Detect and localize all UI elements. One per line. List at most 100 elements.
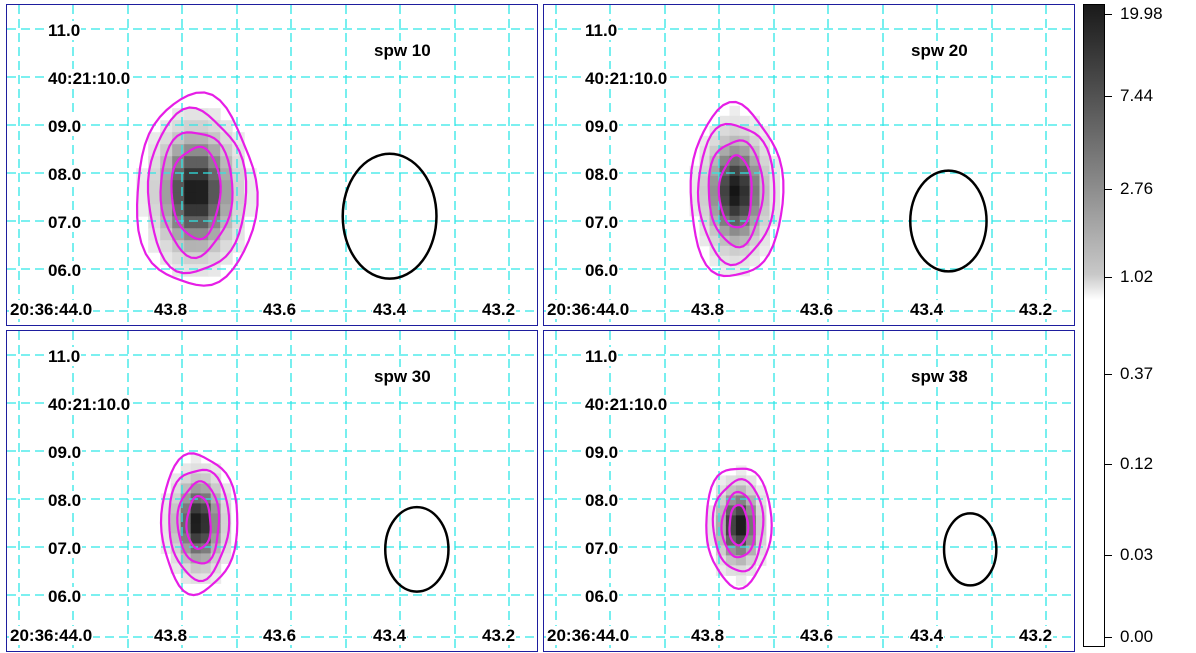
colorbar-tick-label: 7.44 — [1120, 86, 1154, 105]
image-pixel — [729, 185, 740, 197]
ra-tick-label: 43.8 — [153, 300, 189, 319]
image-pixel — [190, 523, 202, 534]
image-pixel — [184, 204, 197, 217]
image-pixel — [759, 205, 770, 217]
image-pixel — [180, 503, 192, 514]
image-pixel — [735, 485, 747, 496]
image-pixel — [739, 115, 750, 127]
contour-level-3 — [159, 131, 234, 260]
image-pixel — [739, 235, 750, 247]
dec-tick-label: 11.0 — [584, 347, 619, 366]
image-pixel — [232, 204, 245, 217]
image-pixel — [735, 505, 747, 516]
dec-tick-label: 07.0 — [47, 213, 83, 232]
colorbar-tick — [1104, 96, 1112, 97]
image-pixel — [220, 513, 232, 524]
image-pixel — [729, 105, 740, 117]
dec-tick-label: 11.0 — [47, 21, 82, 40]
image-pixel — [719, 265, 730, 277]
image-pixel — [759, 195, 770, 207]
ra-tick-label: 43.6 — [799, 626, 835, 645]
image-pixel — [196, 252, 209, 265]
image-pixel — [709, 225, 720, 237]
image-pixel — [689, 175, 700, 187]
image-pixel — [180, 483, 192, 494]
image-pixel — [689, 195, 700, 207]
image-pixel — [725, 565, 737, 576]
image-pixel — [170, 503, 182, 514]
image-pixel — [729, 155, 740, 167]
image-pixel — [749, 235, 760, 247]
image-pixel — [749, 175, 760, 187]
dec-tick-label: 40:21:10.0 — [47, 69, 132, 88]
image-pixel — [160, 180, 173, 193]
colorbar-tick-label: 2.76 — [1120, 179, 1154, 198]
contour-level-3 — [720, 490, 756, 559]
ra-tick-label: 43.4 — [372, 626, 408, 645]
image-pixel — [719, 175, 730, 187]
image-pixel — [729, 125, 740, 137]
ra-tick-label: 43.2 — [1018, 626, 1054, 645]
ra-tick-label: 43.8 — [690, 300, 726, 319]
image-pixel — [725, 525, 737, 536]
dec-tick-label: 06.0 — [47, 261, 83, 280]
dec-tick-label: 08.0 — [584, 165, 620, 184]
image-pixel — [190, 573, 202, 584]
image-pixel — [220, 120, 233, 133]
image-pixel — [160, 240, 173, 253]
panel-title: spw 20 — [909, 41, 970, 60]
image-pixel — [739, 205, 750, 217]
image-pixel — [208, 264, 221, 277]
image-pixel — [699, 175, 710, 187]
channel-panel-spw-30: spw 30 11.0 40:21:10.0 09.0 08.0 07.0 06.0 20:… — [6, 330, 538, 652]
colorbar-tick — [1104, 555, 1112, 556]
panel-plot — [544, 5, 1074, 325]
image-pixel — [729, 195, 740, 207]
dec-tick-label: 08.0 — [47, 491, 83, 510]
image-pixel — [200, 543, 212, 554]
ra-tick-label: 43.6 — [799, 300, 835, 319]
image-pixel — [709, 135, 720, 147]
image-pixel — [170, 563, 182, 574]
image-pixel — [749, 155, 760, 167]
image-pixel — [749, 115, 760, 127]
image-pixel — [715, 475, 727, 486]
image-pixel — [715, 505, 727, 516]
image-pixel — [220, 483, 232, 494]
image-pixel — [745, 525, 757, 536]
image-pixel — [699, 135, 710, 147]
image-pixel — [709, 235, 720, 247]
image-pixel — [709, 175, 720, 187]
image-pixel — [735, 555, 747, 566]
dec-tick-label: 40:21:10.0 — [584, 69, 669, 88]
image-pixel — [208, 192, 221, 205]
image-pixel — [184, 120, 197, 133]
image-pixel — [190, 533, 202, 544]
image-pixel — [172, 192, 185, 205]
image-pixel — [759, 235, 770, 247]
image-pixel — [190, 473, 202, 484]
image-pixel — [745, 515, 757, 526]
image-pixel — [719, 145, 730, 157]
image-pixel — [210, 523, 222, 534]
coordinate-grid — [7, 5, 537, 325]
image-pixel — [160, 192, 173, 205]
contour-level-2 — [711, 477, 765, 573]
image-pixel — [729, 165, 740, 177]
image-pixel — [719, 215, 730, 227]
dec-tick-label: 09.0 — [584, 443, 620, 462]
image-pixel — [719, 245, 730, 257]
colorbar-tick-label: 19.98 — [1120, 4, 1163, 23]
ra-tick-label: 43.2 — [481, 626, 517, 645]
panel-plot — [7, 331, 537, 651]
image-pixel — [244, 180, 257, 193]
ra-tick-label: 20:36:44.0 — [546, 626, 631, 645]
image-pixel — [136, 192, 149, 205]
image-pixel — [759, 225, 770, 237]
image-pixel — [749, 135, 760, 147]
dec-tick-label: 08.0 — [584, 491, 620, 510]
image-pixel — [172, 180, 185, 193]
image-pixel — [200, 533, 212, 544]
image-pixel — [745, 495, 757, 506]
image-pixel — [210, 553, 222, 564]
